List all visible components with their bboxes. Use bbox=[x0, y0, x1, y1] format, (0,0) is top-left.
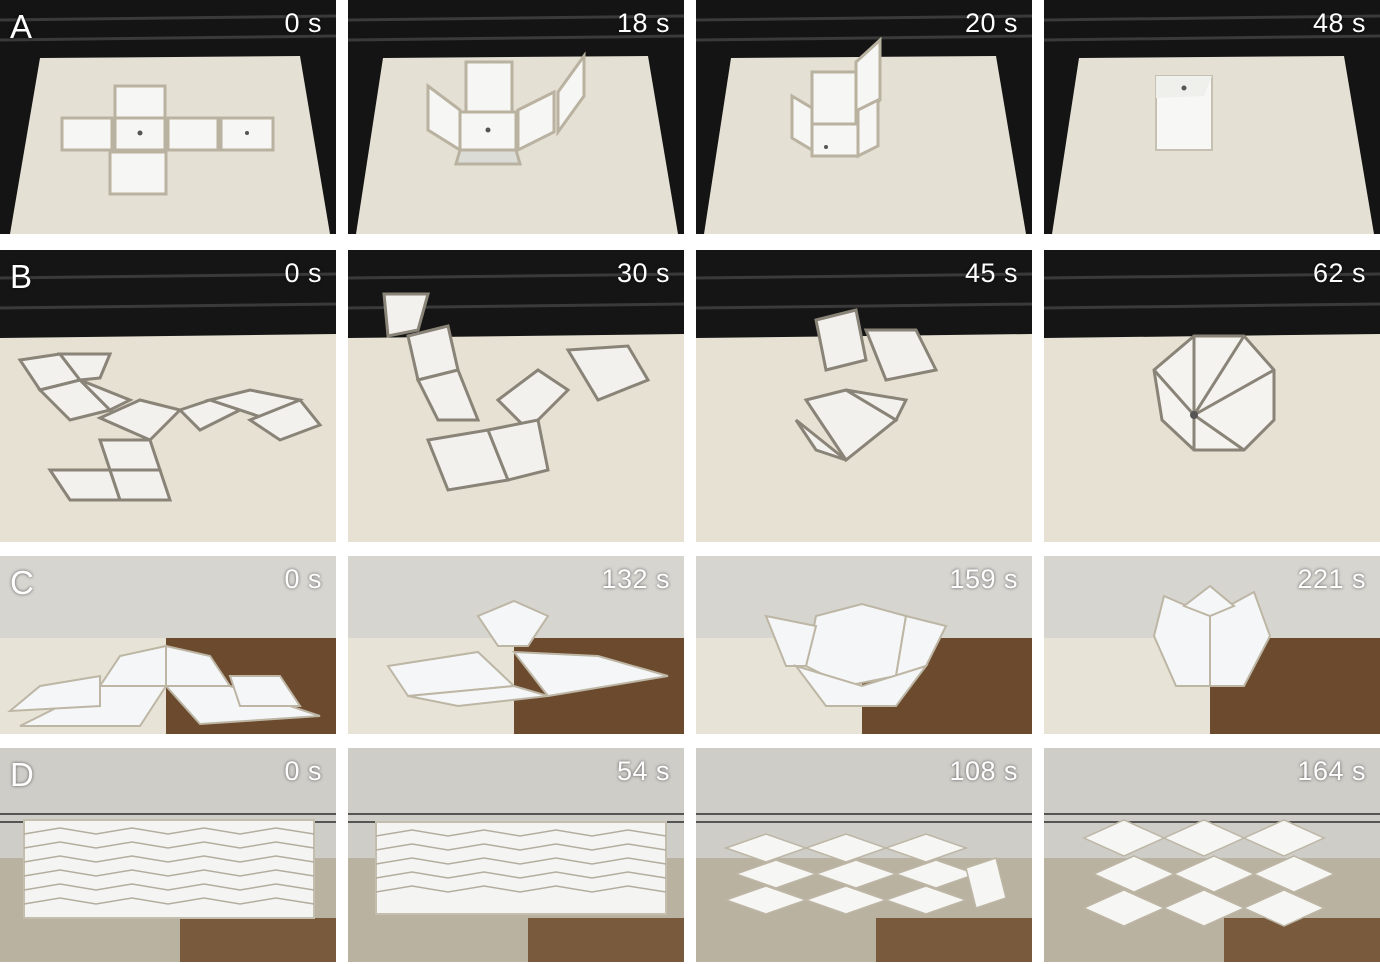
panel-a1: A 0 s bbox=[0, 0, 336, 234]
photo-cube-folding bbox=[348, 0, 684, 234]
row-label: A bbox=[10, 8, 33, 45]
photo-lattice-expanding bbox=[348, 748, 684, 962]
photo-star-folding bbox=[348, 556, 684, 734]
panel-c2: 132 s bbox=[348, 556, 684, 734]
photo-cube-closed bbox=[1044, 0, 1380, 234]
panel-a4: 48 s bbox=[1044, 0, 1380, 234]
photo-lattice-opening bbox=[696, 748, 1032, 962]
timestamp-label: 0 s bbox=[284, 564, 322, 594]
panel-b3: 45 s bbox=[696, 250, 1032, 542]
photo-star-nearly-closed bbox=[696, 556, 1032, 734]
row-label: C bbox=[10, 564, 34, 601]
row-label: D bbox=[10, 756, 34, 793]
panel-d1: D 0 s bbox=[0, 748, 336, 962]
photo-lattice-flat bbox=[0, 748, 336, 962]
timestamp-label: 159 s bbox=[949, 564, 1018, 594]
panel-b1: B 0 s bbox=[0, 250, 336, 542]
panel-d3: 108 s bbox=[696, 748, 1032, 962]
timestamp-label: 0 s bbox=[284, 756, 322, 786]
panel-b4: 62 s bbox=[1044, 250, 1380, 542]
timestamp-label: 54 s bbox=[616, 756, 670, 786]
timestamp-label: 108 s bbox=[949, 756, 1018, 786]
timestamp-label: 164 s bbox=[1297, 756, 1366, 786]
photo-star-closed bbox=[1044, 556, 1380, 734]
panel-c3: 159 s bbox=[696, 556, 1032, 734]
timestamp-label: 30 s bbox=[616, 258, 670, 288]
photo-cube-nearly-closed bbox=[696, 0, 1032, 234]
timestamp-label: 48 s bbox=[1312, 8, 1366, 38]
timestamp-label: 0 s bbox=[284, 8, 322, 38]
timestamp-label: 0 s bbox=[284, 258, 322, 288]
panel-d4: 164 s bbox=[1044, 748, 1380, 962]
photo-icosahedron-nearly-closed bbox=[696, 250, 1032, 542]
timestamp-label: 221 s bbox=[1297, 564, 1366, 594]
panel-c4: 221 s bbox=[1044, 556, 1380, 734]
photo-star-net-flat bbox=[0, 556, 336, 734]
timestamp-label: 62 s bbox=[1312, 258, 1366, 288]
photo-cube-net-flat bbox=[0, 0, 336, 234]
panel-b2: 30 s bbox=[348, 250, 684, 542]
panel-a3: 20 s bbox=[696, 0, 1032, 234]
timestamp-label: 132 s bbox=[601, 564, 670, 594]
timestamp-label: 20 s bbox=[964, 8, 1018, 38]
panel-d2: 54 s bbox=[348, 748, 684, 962]
photo-icosahedron-closed bbox=[1044, 250, 1380, 542]
photo-icosahedron-folding bbox=[348, 250, 684, 542]
panel-c1: C 0 s bbox=[0, 556, 336, 734]
timestamp-label: 18 s bbox=[616, 8, 670, 38]
timestamp-label: 45 s bbox=[964, 258, 1018, 288]
photo-icosahedron-net-flat bbox=[0, 250, 336, 542]
row-label: B bbox=[10, 258, 33, 295]
panel-a2: 18 s bbox=[348, 0, 684, 234]
photo-lattice-deployed bbox=[1044, 748, 1380, 962]
